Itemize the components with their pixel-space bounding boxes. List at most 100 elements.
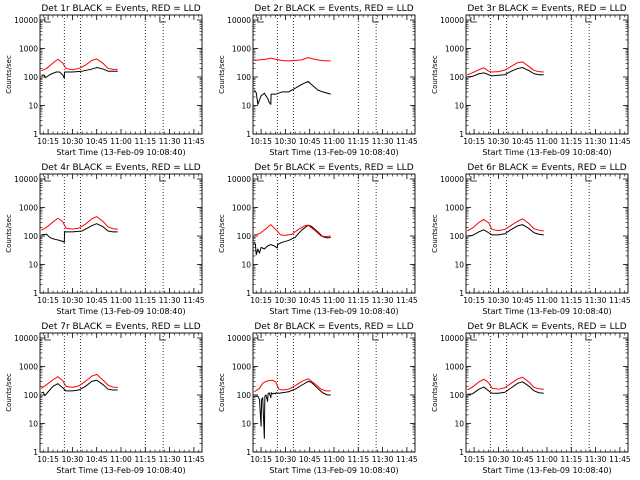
x-tick-label: 11:30 [159,137,181,146]
y-tick-label: 10 [241,261,251,270]
y-tick-label: 1000 [19,45,38,54]
y-tick-label: 1 [459,289,464,298]
x-tick-label: 11:30 [372,296,394,305]
x-tick-label: 11:45 [609,296,631,305]
x-tick-label: 10:30 [488,137,510,146]
x-tick-label: 10:45 [299,137,321,146]
x-tick-label: 11:00 [536,455,558,464]
panel-title: Det 3r BLACK = Events, RED = LLD [467,4,626,14]
panel-det-3: Det 3r BLACK = Events, RED = LLD Counts/s… [431,4,631,157]
y-tick-label: 100 [237,73,252,82]
x-tick-label: 11:15 [134,137,156,146]
x-tick-label: 10:15 [37,455,59,464]
x-tick-label: 10:30 [62,455,84,464]
x-axis-label: Start Time (13-Feb-09 10:08:40) [482,466,611,475]
interval-start-bracket [470,17,477,23]
x-tick-label: 10:45 [299,296,321,305]
x-tick-label: 11:45 [396,296,418,305]
lld-series-line [41,216,118,231]
interval-start-bracket [44,17,51,23]
y-tick-label: 10000 [14,175,38,184]
x-tick-label: 11:15 [347,137,369,146]
interval-end-bracket [372,335,379,341]
lld-series-line [254,57,331,62]
events-series-line [253,80,331,105]
x-tick-label: 10:45 [86,137,108,146]
plot-frame [465,332,629,453]
lld-series-line [254,224,331,238]
y-tick-label: 10 [28,102,38,111]
lld-series-line [41,373,118,389]
x-axis-label: Start Time (13-Feb-09 10:08:40) [56,307,185,316]
events-series-line [467,67,544,78]
panel-title: Det 4r BLACK = Events, RED = LLD [41,163,200,173]
interval-start-bracket [44,335,51,341]
x-tick-label: 11:00 [323,296,345,305]
x-tick-label: 10:45 [86,455,108,464]
x-tick-label: 11:00 [323,137,345,146]
x-axis-label: Start Time (13-Feb-09 10:08:40) [269,148,398,157]
y-tick-label: 100 [237,391,252,400]
interval-end-bracket [372,176,379,182]
panel-title: Det 9r BLACK = Events, RED = LLD [467,322,626,332]
y-tick-label: 10000 [227,16,251,25]
events-series-line [41,67,118,79]
y-tick-label: 100 [237,232,252,241]
x-tick-label: 11:00 [323,455,345,464]
y-tick-label: 100 [24,232,39,241]
panel-det-5: Det 5r BLACK = Events, RED = LLD Counts/s… [218,163,418,316]
plot-frame [39,173,203,294]
x-tick-label: 10:30 [488,455,510,464]
plot-frame [465,14,629,135]
panel-det-9: Det 9r BLACK = Events, RED = LLD Counts/s… [431,322,631,475]
panel-det-1: Det 1r BLACK = Events, RED = LLD Counts/s… [5,4,205,157]
panel-title: Det 5r BLACK = Events, RED = LLD [254,163,413,173]
y-axis-label: Counts/sec [218,55,226,94]
x-tick-label: 11:15 [560,455,582,464]
plot-frame [252,332,416,453]
x-tick-label: 11:00 [110,296,132,305]
y-tick-label: 10 [454,102,464,111]
x-tick-label: 11:30 [159,455,181,464]
interval-end-bracket [159,17,166,23]
y-axis-label: Counts/sec [218,373,226,412]
interval-end-bracket [159,176,166,182]
y-tick-label: 10000 [14,334,38,343]
x-tick-label: 11:15 [134,296,156,305]
y-tick-label: 100 [24,73,39,82]
panel-title: Det 2r BLACK = Events, RED = LLD [254,4,413,14]
x-axis-label: Start Time (13-Feb-09 10:08:40) [482,307,611,316]
x-tick-label: 10:30 [275,455,297,464]
plot-frame [39,14,203,135]
interval-end-bracket [372,17,379,23]
y-tick-label: 1000 [19,363,38,372]
y-tick-label: 1 [33,448,38,457]
y-tick-label: 1 [246,448,251,457]
x-tick-label: 10:45 [299,455,321,464]
x-axis-label: Start Time (13-Feb-09 10:08:40) [482,148,611,157]
y-tick-label: 10 [241,420,251,429]
lld-series-line [254,378,331,393]
interval-end-bracket [585,17,592,23]
panel-title: Det 1r BLACK = Events, RED = LLD [41,4,200,14]
x-tick-label: 10:30 [62,296,84,305]
x-tick-label: 11:30 [372,137,394,146]
x-tick-label: 11:30 [585,296,607,305]
y-tick-label: 1000 [445,204,464,213]
x-tick-label: 11:15 [560,296,582,305]
y-tick-label: 100 [24,391,39,400]
x-tick-label: 11:15 [560,137,582,146]
y-tick-label: 10 [454,261,464,270]
x-tick-label: 11:00 [536,296,558,305]
events-series-line [41,379,118,397]
plot-frame [252,173,416,294]
interval-start-bracket [257,335,264,341]
x-axis-label: Start Time (13-Feb-09 10:08:40) [269,466,398,475]
interval-start-bracket [257,176,264,182]
y-tick-label: 100 [450,73,465,82]
panel-title: Det 6r BLACK = Events, RED = LLD [467,163,626,173]
y-tick-label: 1 [246,130,251,139]
x-tick-label: 10:15 [463,455,485,464]
x-tick-label: 11:15 [347,296,369,305]
